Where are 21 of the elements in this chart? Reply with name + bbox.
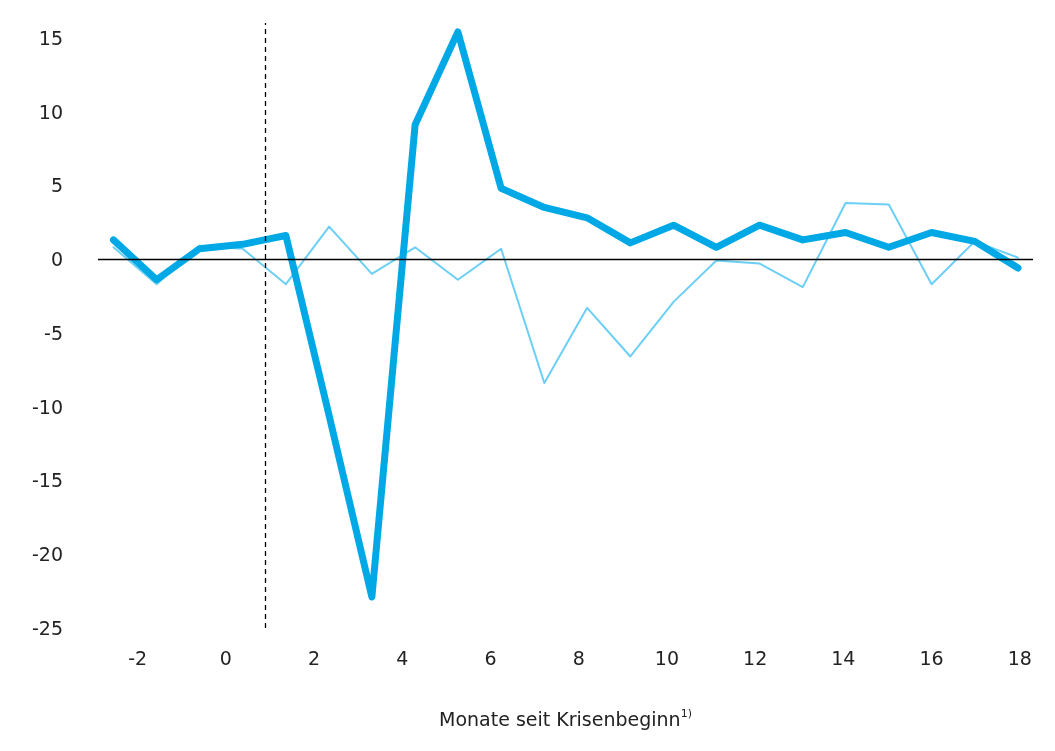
x-tick-label: 6 xyxy=(484,646,497,669)
y-tick-label: 15 xyxy=(38,26,63,49)
x-tick-label: 8 xyxy=(572,646,585,669)
y-tick-label: -5 xyxy=(44,321,63,344)
y-tick-label: -15 xyxy=(31,469,63,492)
y-tick-label: -20 xyxy=(31,543,63,566)
y-tick-label: -10 xyxy=(31,395,63,418)
x-tick-label: 2 xyxy=(308,646,321,669)
y-tick-label: 5 xyxy=(50,174,63,197)
y-tick-label: -25 xyxy=(31,617,63,639)
x-tick-label: 16 xyxy=(919,646,944,669)
line-series xyxy=(112,202,1019,385)
x-tick-label: 10 xyxy=(654,646,680,669)
x-tick-label: 0 xyxy=(219,646,232,669)
x-tick-label: 4 xyxy=(396,646,409,669)
y-tick-label: 10 xyxy=(38,100,63,123)
x-tick-label: 18 xyxy=(1007,646,1032,669)
x-tick-label: 12 xyxy=(743,646,768,669)
x-tick-label: -2 xyxy=(128,646,148,669)
y-tick-label: 0 xyxy=(50,248,63,271)
x-tick-label: 14 xyxy=(831,646,856,669)
